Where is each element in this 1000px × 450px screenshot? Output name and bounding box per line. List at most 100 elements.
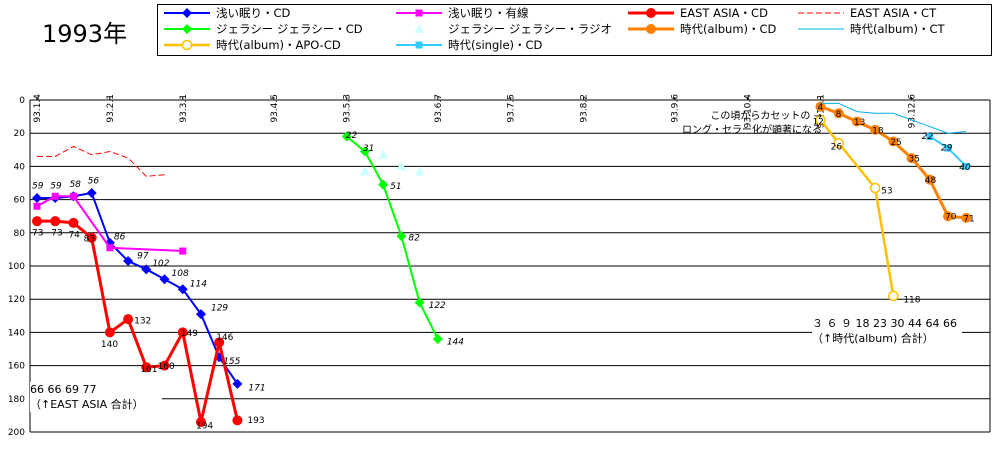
data-point [415, 41, 423, 49]
data-label: 70 [945, 213, 957, 223]
data-point [432, 334, 443, 345]
data-point [962, 162, 970, 170]
y-tick-label: 160 [8, 362, 25, 372]
series-line [820, 102, 967, 134]
data-point [182, 8, 192, 18]
data-point [888, 290, 899, 302]
data-point [906, 153, 917, 164]
x-tick-label: 93.12.6 [908, 94, 918, 129]
data-label: 59 [32, 181, 44, 191]
data-label: 56 [88, 176, 100, 186]
data-point [86, 187, 97, 198]
data-point [851, 116, 862, 127]
series-line [346, 135, 439, 340]
data-point [646, 24, 656, 34]
data-label: 53 [881, 186, 892, 196]
data-point [51, 192, 59, 200]
data-label: 118 [903, 295, 920, 305]
y-tick-label: 100 [8, 262, 25, 272]
grid-lines [30, 99, 990, 433]
data-point [69, 192, 77, 200]
cassette-note-line-1: この頃からカセットの → [710, 111, 822, 122]
data-label: 25 [890, 138, 901, 148]
data-point [232, 415, 243, 426]
series-3 [37, 145, 165, 177]
data-label: 144 [447, 338, 464, 348]
data-point [888, 136, 899, 147]
data-point [159, 360, 170, 371]
x-tick-label: 93.5.3 [343, 94, 353, 123]
data-label: 13 [854, 118, 865, 128]
y-tick-label: 60 [14, 196, 26, 206]
data-label: 51 [390, 182, 401, 192]
data-label: 22 [922, 132, 934, 142]
data-label: 171 [248, 383, 265, 393]
x-tick-label: 93.6.7 [434, 94, 444, 123]
data-label: 146 [216, 333, 233, 343]
data-label: 31 [363, 144, 374, 154]
x-tick-label: 93.10.4 [744, 94, 754, 129]
data-point [961, 212, 972, 223]
cassette-note-line-2: ロング・セラー化が顕著になる [682, 125, 822, 136]
x-tick-label: 93.7.5 [507, 94, 517, 123]
x-tick-label: 93.9.6 [671, 94, 681, 123]
series-9 [926, 133, 970, 170]
x-tick-label: 93.3.1 [179, 94, 189, 123]
data-point [646, 8, 656, 18]
data-label: 194 [196, 422, 213, 432]
series-2 [32, 216, 243, 428]
data-point [378, 179, 389, 190]
cassette-note: この頃からカセットの → ロング・セラー化が顕著になる [662, 110, 822, 138]
data-label: 149 [181, 329, 198, 339]
legend-swatch [164, 8, 210, 18]
data-point [68, 217, 79, 228]
data-label: 35 [909, 155, 920, 165]
data-point [926, 133, 934, 141]
data-point [123, 314, 134, 325]
legend-swatch [164, 24, 210, 34]
data-point [815, 101, 826, 112]
data-point [32, 216, 42, 227]
data-point [870, 124, 881, 135]
legend-swatch [628, 24, 674, 34]
data-label: 102 [152, 259, 169, 269]
data-point [415, 9, 423, 17]
legend-swatch [396, 41, 442, 49]
data-point [833, 137, 844, 149]
y-tick-label: 80 [14, 229, 26, 239]
x-tick-label: 93.8.2 [580, 94, 590, 123]
series-6 [815, 101, 972, 223]
legend-swatch [396, 9, 442, 17]
legend-swatch [798, 12, 844, 14]
x-tick-label: 93.4.5 [270, 94, 280, 123]
data-point [396, 231, 407, 242]
data-label: 59 [50, 181, 62, 191]
data-point [141, 264, 152, 275]
data-label: 8 [836, 110, 842, 120]
x-tick-label: 93.2.1 [106, 94, 116, 123]
y-tick-label: 140 [8, 328, 25, 338]
page-title: 1993年 [42, 20, 128, 48]
legend-label: ジェラシー ジェラシー・CD [216, 22, 363, 36]
series-7 [820, 102, 967, 134]
series-4 [341, 131, 443, 345]
data-label: 97 [137, 252, 149, 262]
data-point [341, 131, 352, 142]
data-label: 22 [346, 131, 358, 141]
data-point [106, 244, 114, 252]
data-label: 108 [172, 269, 189, 279]
data-label: 4 [817, 103, 823, 113]
x-axis: 93.1.4 93.2.1 93.3.1 93.4.5 93.5.3 93.6.7 93.7… [33, 94, 918, 129]
data-point [396, 161, 407, 171]
data-point [141, 362, 152, 373]
data-point [159, 274, 170, 285]
data-point [414, 24, 424, 33]
y-tick-label: 200 [8, 428, 25, 438]
legend-label: 浅い眠り・CD [216, 6, 291, 20]
legend-label: 時代(album)・CT [850, 22, 945, 36]
data-point [104, 327, 115, 338]
data-label: 193 [247, 416, 264, 426]
data-point [32, 192, 42, 203]
data-point [815, 114, 826, 126]
